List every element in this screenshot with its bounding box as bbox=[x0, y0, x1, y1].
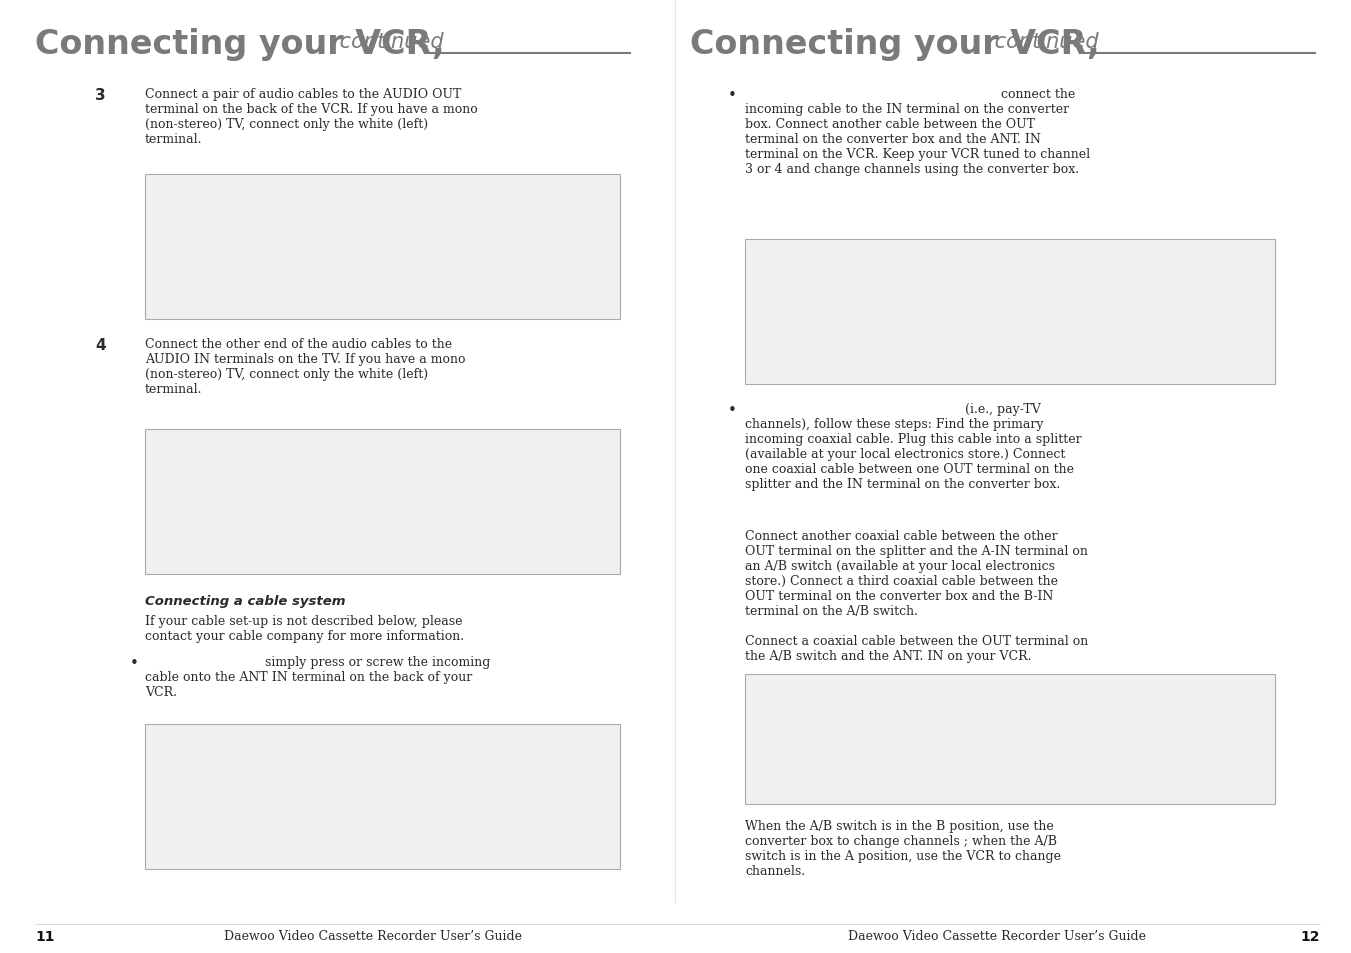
Text: 3: 3 bbox=[95, 88, 105, 103]
Text: Connecting your VCR,: Connecting your VCR, bbox=[35, 28, 444, 61]
Text: continued: continued bbox=[332, 32, 443, 52]
Text: 4: 4 bbox=[95, 337, 105, 353]
Text: •: • bbox=[728, 88, 736, 103]
Text: 12: 12 bbox=[1301, 929, 1320, 943]
Text: Connect a coaxial cable between the OUT terminal on
the A/B switch and the ANT. : Connect a coaxial cable between the OUT … bbox=[744, 635, 1089, 662]
Text: •: • bbox=[728, 402, 736, 417]
Text: 11: 11 bbox=[35, 929, 54, 943]
Text: Connecting a cable system: Connecting a cable system bbox=[145, 595, 346, 607]
Bar bbox=[145, 430, 620, 575]
Bar bbox=[744, 675, 1275, 804]
Text: •: • bbox=[130, 656, 139, 670]
Text: continued: continued bbox=[988, 32, 1098, 52]
Text: When the A/B switch is in the B position, use the
converter box to change channe: When the A/B switch is in the B position… bbox=[744, 820, 1061, 877]
Bar bbox=[145, 724, 620, 869]
Text: Connect the other end of the audio cables to the
AUDIO IN terminals on the TV. I: Connect the other end of the audio cable… bbox=[145, 337, 466, 395]
Text: Connect a pair of audio cables to the AUDIO OUT
terminal on the back of the VCR.: Connect a pair of audio cables to the AU… bbox=[145, 88, 478, 146]
Bar bbox=[145, 174, 620, 319]
Text: If your cable set-up is not described below, please
contact your cable company f: If your cable set-up is not described be… bbox=[145, 615, 465, 642]
Text: Connecting your VCR,: Connecting your VCR, bbox=[690, 28, 1100, 61]
Text: Connect another coaxial cable between the other
OUT terminal on the splitter and: Connect another coaxial cable between th… bbox=[744, 530, 1088, 618]
Text: simply press or screw the incoming
cable onto the ANT IN terminal on the back of: simply press or screw the incoming cable… bbox=[145, 656, 490, 699]
Bar bbox=[744, 240, 1275, 385]
Text: Daewoo Video Cassette Recorder User’s Guide: Daewoo Video Cassette Recorder User’s Gu… bbox=[223, 929, 521, 942]
Text: (i.e., pay-TV
channels), follow these steps: Find the primary
incoming coaxial c: (i.e., pay-TV channels), follow these st… bbox=[744, 402, 1082, 491]
Text: Daewoo Video Cassette Recorder User’s Guide: Daewoo Video Cassette Recorder User’s Gu… bbox=[848, 929, 1147, 942]
Text: connect the
incoming cable to the IN terminal on the converter
box. Connect anot: connect the incoming cable to the IN ter… bbox=[744, 88, 1090, 175]
